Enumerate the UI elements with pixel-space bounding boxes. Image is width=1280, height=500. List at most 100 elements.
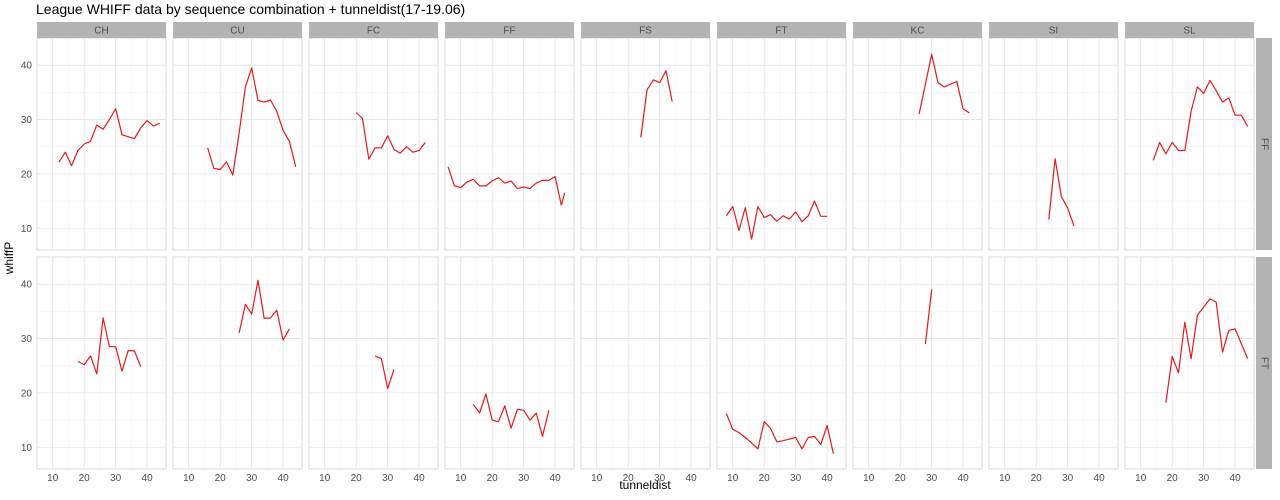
panel-border — [852, 256, 983, 470]
x-tick-label: 10 — [183, 473, 195, 484]
facet-panel-ff-ff — [444, 37, 575, 251]
panel-border — [1124, 256, 1255, 470]
y-tick-label: 40 — [21, 280, 33, 291]
series-line-cu-ff — [207, 67, 297, 176]
series-line-kc-ff — [918, 53, 970, 115]
panel-background — [445, 38, 574, 250]
column-strip-label: SI — [1049, 26, 1058, 37]
column-strip — [989, 22, 1118, 38]
facet-panel-ch-ff — [36, 37, 167, 251]
column-strip — [1125, 22, 1254, 38]
series-line-fs-ff — [640, 69, 673, 138]
facet-panel-ft-ft — [716, 256, 847, 470]
x-tick-label: 10 — [47, 473, 59, 484]
y-tick-label: 20 — [21, 169, 33, 180]
x-tick-label: 40 — [958, 473, 970, 484]
facet-panel-ch-ft — [36, 256, 167, 470]
column-strip-label: FS — [639, 26, 652, 37]
x-tick-label: 40 — [550, 473, 562, 484]
column-strip-label: FF — [503, 26, 515, 37]
facet-panel-fc-ft — [308, 256, 439, 470]
series-line-sl-ff — [1152, 79, 1249, 161]
x-tick-label: 40 — [822, 473, 834, 484]
x-tick-label: 40 — [1094, 473, 1106, 484]
column-strip — [309, 22, 438, 38]
y-tick-label: 20 — [21, 388, 33, 399]
facet-panel-fc-ff — [308, 37, 439, 251]
column-strip — [717, 22, 846, 38]
column-strip-label: SL — [1183, 26, 1196, 37]
facet-panel-si-ff — [988, 37, 1119, 251]
x-tick-label: 40 — [686, 473, 698, 484]
panel-background — [581, 257, 710, 469]
series-line-ch-ff — [58, 108, 160, 167]
panel-background — [989, 38, 1118, 250]
x-tick-label: 20 — [351, 473, 363, 484]
panel-border — [36, 256, 167, 470]
panel-border — [580, 256, 711, 470]
facet-panel-kc-ff — [852, 37, 983, 251]
x-tick-label: 30 — [518, 473, 530, 484]
x-axis-title: tunneldist — [619, 478, 671, 492]
row-strip-label: FT — [1258, 357, 1269, 369]
x-tick-label: 30 — [790, 473, 802, 484]
x-tick-label: 30 — [926, 473, 938, 484]
panel-background — [445, 257, 574, 469]
facet-panel-sl-ff — [1124, 37, 1255, 251]
x-tick-label: 30 — [654, 473, 666, 484]
panel-background — [1125, 257, 1254, 469]
row-strip — [1256, 257, 1272, 469]
x-tick-label: 30 — [1062, 473, 1074, 484]
series-line-ft-ft — [725, 413, 834, 454]
panel-background — [581, 38, 710, 250]
facet-panel-ft-ff — [716, 37, 847, 251]
facet-panels: CH CU FC FF FS FT KC SI SL FF FT 10 20 30 40 10 20 30 40 10… — [21, 22, 1272, 484]
series-line-ch-ft — [77, 317, 142, 375]
column-strip — [853, 22, 982, 38]
panel-border — [444, 256, 575, 470]
column-strip-label: CH — [94, 26, 108, 37]
x-tick-label: 20 — [487, 473, 499, 484]
x-tick-label: 20 — [623, 473, 635, 484]
x-tick-label: 40 — [142, 473, 154, 484]
panel-background — [853, 257, 982, 469]
x-tick-label: 40 — [1230, 473, 1242, 484]
y-tick-label: 30 — [21, 334, 33, 345]
x-tick-label: 20 — [895, 473, 907, 484]
x-tick-label: 30 — [382, 473, 394, 484]
panel-background — [1125, 38, 1254, 250]
x-tick-label: 10 — [727, 473, 739, 484]
series-line-fc-ff — [355, 112, 426, 160]
panel-background — [853, 38, 982, 250]
panel-border — [988, 256, 1119, 470]
x-tick-label: 10 — [863, 473, 875, 484]
y-axis-title: whiffP — [2, 242, 16, 275]
column-strip — [445, 22, 574, 38]
panel-border — [172, 256, 303, 470]
facet-panel-cu-ft — [172, 256, 303, 470]
series-line-ft-ff — [725, 200, 828, 240]
panel-background — [309, 257, 438, 469]
series-line-si-ff — [1048, 158, 1075, 227]
series-line-fc-ft — [374, 355, 395, 390]
x-tick-label: 30 — [1198, 473, 1210, 484]
x-tick-label: 20 — [215, 473, 227, 484]
x-tick-label: 20 — [1031, 473, 1043, 484]
panel-background — [989, 257, 1118, 469]
panel-border — [716, 256, 847, 470]
series-line-cu-ft — [238, 279, 290, 341]
x-tick-label: 40 — [278, 473, 290, 484]
column-strip-label: FT — [775, 26, 787, 37]
x-tick-label: 20 — [759, 473, 771, 484]
row-strip-label: FF — [1258, 138, 1269, 150]
row-strip — [1256, 38, 1272, 250]
facet-panel-sl-ft — [1124, 256, 1255, 470]
y-tick-label: 30 — [21, 115, 33, 126]
series-line-sl-ft — [1165, 298, 1249, 403]
column-strip — [173, 22, 302, 38]
panel-border — [308, 256, 439, 470]
series-line-ff-ff — [447, 166, 562, 206]
x-tick-label: 10 — [319, 473, 331, 484]
panel-background — [173, 257, 302, 469]
